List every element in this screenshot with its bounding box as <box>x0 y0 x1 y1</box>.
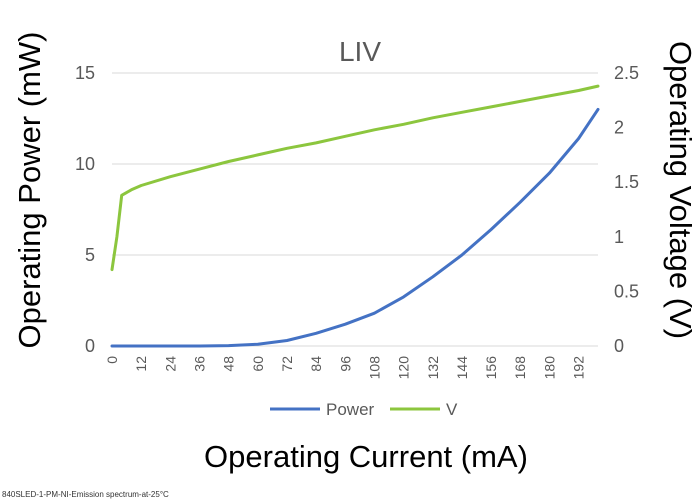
x-tick-label: 72 <box>279 356 295 372</box>
x-tick-label: 48 <box>221 356 237 372</box>
legend-label: V <box>446 400 458 419</box>
x-tick-label: 168 <box>512 356 528 380</box>
right-tick-label: 0 <box>614 336 624 356</box>
left-axis-ticks: 0 5 10 15 <box>75 63 95 356</box>
chart-title: LIV <box>339 36 381 67</box>
series-line-v <box>110 84 600 272</box>
series-line-power <box>110 107 600 348</box>
left-tick-label: 5 <box>85 245 95 265</box>
left-tick-label: 0 <box>85 336 95 356</box>
x-tick-label: 60 <box>250 356 266 372</box>
x-tick-label: 84 <box>308 356 324 372</box>
x-axis-title: Operating Current (mA) <box>204 439 528 474</box>
liv-chart: LIV 0 5 10 15 0 0.5 1 1.5 2 2.5 0 12 24 36 48 60 72 84 9… <box>12 32 698 474</box>
x-tick-label: 96 <box>337 356 353 372</box>
x-tick-label: 0 <box>104 356 120 364</box>
x-tick-label: 192 <box>571 356 587 380</box>
x-tick-label: 132 <box>425 356 441 380</box>
left-tick-label: 15 <box>75 63 95 83</box>
x-tick-label: 180 <box>541 356 557 380</box>
right-tick-label: 0.5 <box>614 281 639 301</box>
right-axis-ticks: 0 0.5 1 1.5 2 2.5 <box>614 63 639 356</box>
right-tick-label: 1 <box>614 227 624 247</box>
series-lines <box>110 84 600 348</box>
left-axis-title: Operating Power (mW) <box>12 32 47 349</box>
legend-label: Power <box>326 400 375 419</box>
x-axis-ticks: 0 12 24 36 48 60 72 84 96 108 120 132 144 156 168 180 19… <box>104 356 587 380</box>
x-tick-label: 12 <box>133 356 149 372</box>
x-tick-label: 24 <box>162 356 178 372</box>
left-tick-label: 10 <box>75 154 95 174</box>
x-tick-label: 120 <box>396 356 412 380</box>
right-axis-title: Operating Voltage (V) <box>663 41 698 339</box>
x-tick-label: 108 <box>366 356 382 380</box>
right-tick-label: 2 <box>614 118 624 138</box>
legend: Power V <box>270 400 458 419</box>
gridlines <box>112 72 598 347</box>
right-tick-label: 1.5 <box>614 172 639 192</box>
x-tick-label: 144 <box>454 356 470 380</box>
x-tick-label: 36 <box>191 356 207 372</box>
image-caption: 840SLED-1-PM-NI-Emission spectrum-at-25°… <box>2 490 169 499</box>
right-tick-label: 2.5 <box>614 63 639 83</box>
x-tick-label: 156 <box>483 356 499 380</box>
